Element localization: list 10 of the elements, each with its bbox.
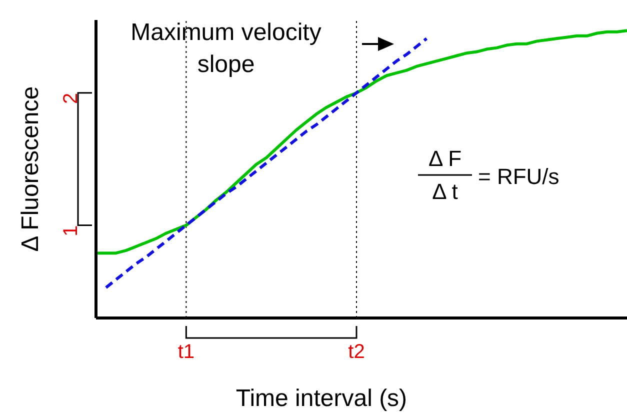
x-tick-label: t1 <box>178 341 195 364</box>
annotation: Δ t <box>432 179 458 204</box>
annotation: = RFU/s <box>478 164 560 189</box>
y-axis-title: Δ Fluorescence <box>17 86 44 252</box>
x-tick-label: t2 <box>348 341 365 364</box>
annotation: Maximum velocity slope <box>130 19 322 78</box>
annotation: Δ F <box>428 146 462 171</box>
x-axis-title: Time interval (s) <box>236 385 408 412</box>
y-tick-label: 1 <box>60 225 82 236</box>
y-tick-label: 2 <box>60 92 82 104</box>
